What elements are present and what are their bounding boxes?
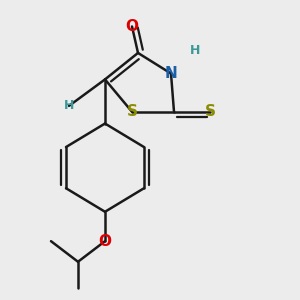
Text: H: H xyxy=(64,99,74,112)
Text: O: O xyxy=(98,234,112,249)
Text: S: S xyxy=(127,104,137,119)
Text: S: S xyxy=(205,104,215,119)
Text: O: O xyxy=(125,19,139,34)
Text: N: N xyxy=(165,66,177,81)
Text: H: H xyxy=(190,44,200,56)
